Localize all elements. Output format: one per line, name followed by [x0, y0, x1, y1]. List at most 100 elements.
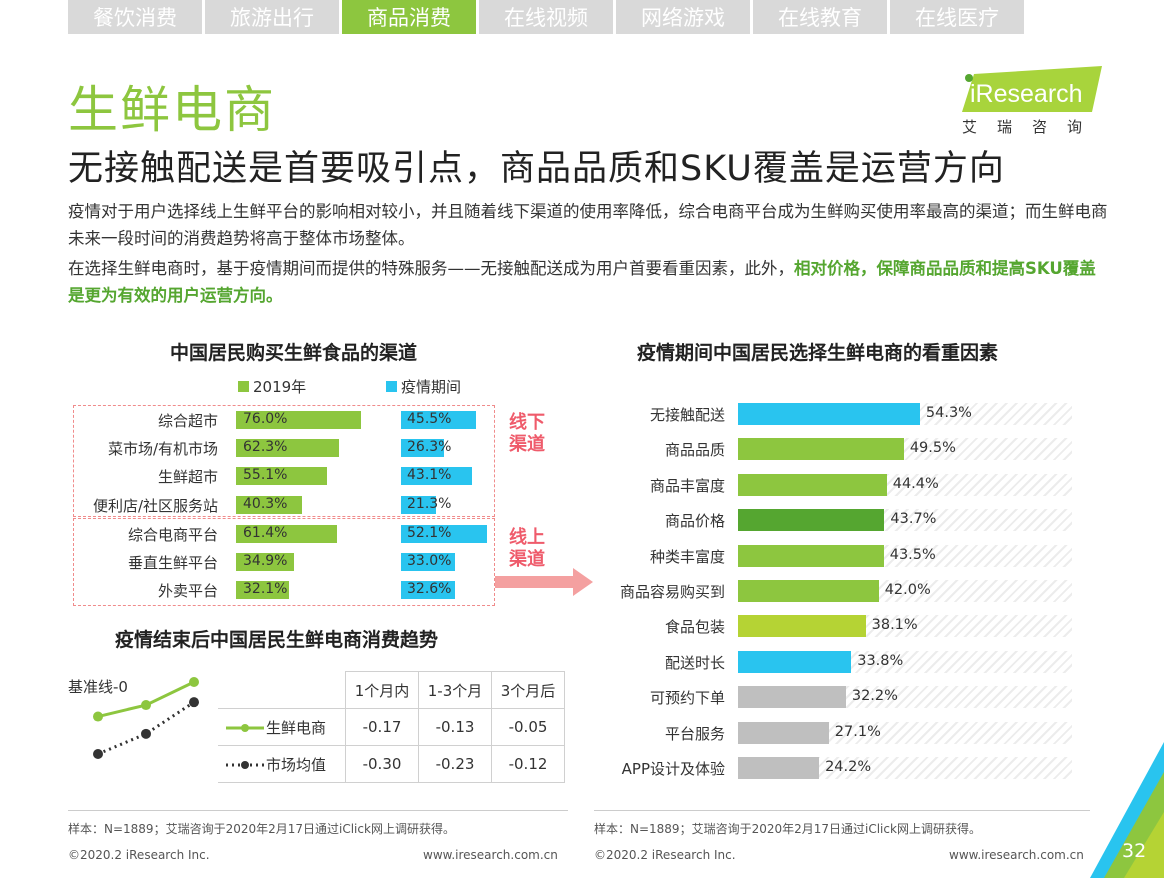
trend-value: -0.17	[345, 708, 419, 746]
trend-series-name: 市场均值	[266, 755, 327, 774]
factor-category-label: 配送时长	[664, 653, 725, 672]
page-number: 32	[1122, 840, 1147, 862]
factor-value: 43.7%	[890, 511, 937, 528]
trend-line-chart	[93, 677, 199, 759]
legend-2019: 2019年	[238, 376, 306, 397]
channel-category-label: 便利店/社区服务站	[92, 497, 218, 515]
trend-legend-key	[226, 761, 264, 769]
trend-point	[141, 700, 151, 711]
tab-5[interactable]: 在线教育	[753, 0, 887, 34]
factor-value: 42.0%	[884, 582, 931, 598]
factor-category-label: APP设计及体验	[621, 760, 725, 778]
factor-bar	[738, 509, 885, 532]
legend-pandemic: 疫情期间	[386, 376, 461, 397]
trend-value: -0.30	[345, 745, 419, 783]
legend-label-pandemic: 疫情期间	[401, 378, 462, 396]
group-label-line-1: 渠道	[509, 549, 545, 570]
bar-2019	[236, 439, 339, 457]
tab-1[interactable]: 旅游出行	[205, 0, 339, 34]
factor-category-label: 商品品质	[664, 441, 725, 460]
trend-table: 1个月内 1-3个月 3个月后 生鲜电商 -0.17 -0.13 -0.05 市场均值 -0.3…	[218, 671, 565, 783]
value-pandemic: 21.3%	[407, 496, 452, 512]
value-2019: 34.9%	[243, 553, 288, 569]
trend-point	[189, 697, 199, 708]
trend-value: -0.23	[418, 745, 492, 783]
value-pandemic: 32.6%	[407, 581, 452, 597]
trend-legend-key	[226, 724, 264, 732]
offline-group-box	[73, 405, 495, 517]
bar-2019	[236, 553, 294, 571]
online-group-box	[73, 518, 495, 606]
baseline-label: 基准线-0	[68, 678, 128, 696]
bar-pandemic	[401, 439, 445, 457]
trend-header: 1个月内	[345, 671, 419, 709]
bar-2019	[236, 411, 362, 429]
factor-category-label: 食品包装	[664, 618, 725, 637]
value-2019: 40.3%	[243, 496, 288, 512]
bar-2019	[236, 496, 303, 514]
factor-value: 24.2%	[825, 759, 872, 775]
group-label-line-0: 线下	[509, 412, 545, 433]
tab-6[interactable]: 在线医疗	[890, 0, 1024, 34]
factor-bar	[738, 473, 887, 496]
bar-pandemic	[401, 496, 437, 514]
factor-bar-track	[738, 757, 1072, 779]
category-tabs: 餐饮消费 旅游出行 商品消费 在线视频 网络游戏 在线教育 在线医疗	[68, 0, 1024, 34]
factor-value: 49.5%	[909, 440, 956, 457]
factor-value: 27.1%	[834, 723, 881, 740]
factor-category-label: 商品价格	[664, 512, 725, 531]
value-pandemic: 26.3%	[407, 439, 452, 455]
logo-text: iResearch	[970, 80, 1083, 108]
trend-point	[93, 749, 103, 759]
channel-category-label: 生鲜超市	[157, 468, 218, 486]
legend-label-2019: 2019年	[253, 378, 307, 396]
tab-3[interactable]: 在线视频	[479, 0, 613, 34]
bar-pandemic	[401, 581, 455, 599]
iresearch-logo: iResearch	[962, 66, 1102, 112]
arrow-to-factors	[495, 568, 593, 596]
tab-0[interactable]: 餐饮消费	[68, 0, 202, 34]
footer-divider-left	[68, 810, 568, 811]
trend-header: 1-3个月	[418, 671, 492, 709]
factor-value: 43.5%	[889, 546, 936, 563]
value-2019: 76.0%	[243, 411, 288, 427]
group-label-line-0: 线上	[509, 527, 545, 548]
trend-series-name: 生鲜电商	[266, 718, 327, 737]
corner-decoration	[1090, 742, 1164, 878]
value-pandemic: 45.5%	[407, 411, 452, 427]
channel-category-label: 菜市场/有机市场	[107, 440, 218, 458]
sample-note-left: 样本：N=1889；艾瑞咨询于2020年2月17日通过iClick网上调研获得。	[68, 822, 455, 836]
page-title: 生鲜电商	[68, 81, 276, 139]
factor-chart-title: 疫情期间中国居民选择生鲜电商的看重因素	[637, 342, 999, 364]
bar-pandemic	[401, 553, 456, 571]
sample-note-right: 样本：N=1889；艾瑞咨询于2020年2月17日通过iClick网上调研获得。	[594, 822, 981, 836]
trend-point	[141, 728, 151, 739]
copyright-right: ©2020.2 iResearch Inc.	[594, 848, 736, 862]
factor-value: 33.8%	[857, 652, 904, 669]
trend-point	[189, 677, 199, 687]
url-right: www.iresearch.com.cn	[949, 848, 1084, 862]
bar-2019	[236, 581, 289, 599]
online-channel-label: 线上 渠道	[509, 527, 549, 571]
bar-2019	[236, 525, 338, 543]
factor-bar	[738, 544, 884, 567]
factor-value: 32.2%	[851, 688, 898, 705]
insight-paragraph: 在选择生鲜电商时，基于疫情期间而提供的特殊服务——无接触配送成为用户首要看重因素…	[68, 255, 1108, 309]
channel-category-label: 综合超市	[157, 412, 218, 430]
bar-pandemic	[401, 411, 477, 429]
channel-chart-title: 中国居民购买生鲜食品的渠道	[170, 342, 418, 364]
legend-swatch-2019	[238, 381, 249, 392]
trend-value: -0.05	[491, 708, 565, 746]
tab-4[interactable]: 网络游戏	[616, 0, 750, 34]
trend-line-1	[97, 700, 195, 756]
trend-point	[93, 711, 103, 722]
copyright-left: ©2020.2 iResearch Inc.	[68, 848, 210, 862]
value-2019: 62.3%	[243, 439, 288, 455]
legend-swatch-pandemic	[386, 381, 397, 392]
tab-2[interactable]: 商品消费	[342, 0, 476, 34]
footer-divider-right	[594, 810, 1090, 811]
value-pandemic: 52.1%	[407, 525, 452, 541]
factor-category-label: 无接触配送	[649, 406, 725, 424]
value-2019: 61.4%	[243, 525, 288, 541]
value-2019: 55.1%	[243, 467, 288, 483]
